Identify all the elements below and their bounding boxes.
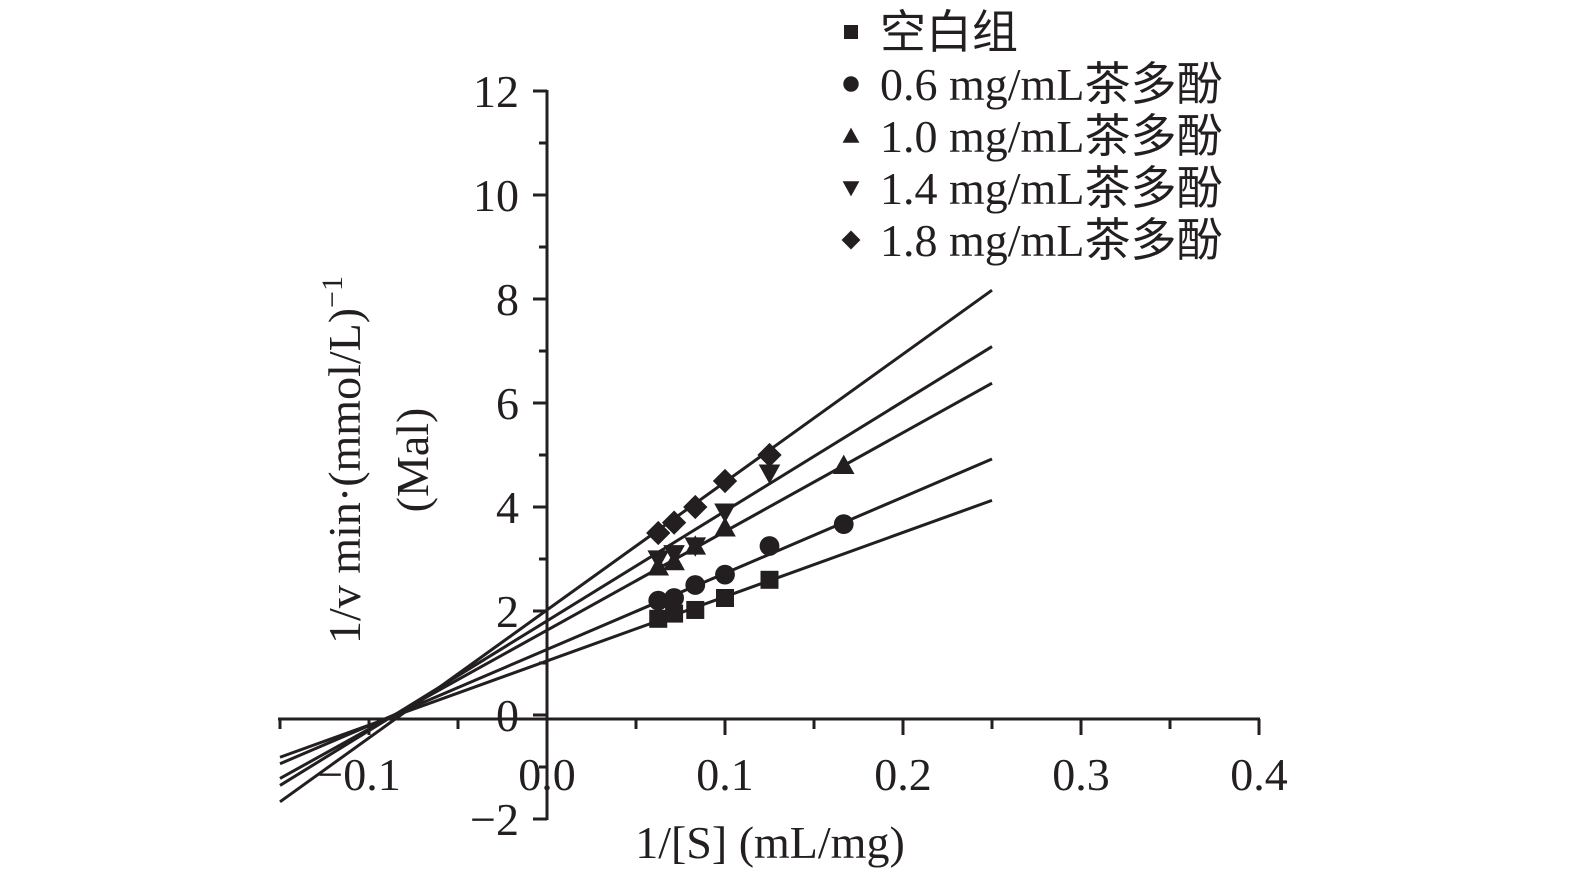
legend-marker-diamond	[841, 230, 861, 250]
data-point-diamond	[661, 510, 687, 535]
data-point-triangle-down	[758, 464, 781, 484]
data-point-diamond	[646, 520, 671, 546]
legend-label: 1.4 mg/mL茶多酚	[880, 163, 1222, 214]
legend-label: 1.0 mg/mL茶多酚	[880, 111, 1222, 162]
data-point-square	[649, 609, 668, 628]
data-point-triangle-down	[714, 503, 736, 523]
data-point-circle	[759, 536, 780, 556]
legend-item: 1.0 mg/mL茶多酚	[842, 111, 1222, 162]
fit-line	[279, 345, 993, 787]
data-point-triangle-down	[647, 550, 670, 570]
axes	[278, 89, 1261, 821]
y-tick-label: 0	[496, 690, 519, 741]
tick-labels: −0.1 0.0 0.1 0.2 0.3 0.4 −2 0 2 4 6 8 10 12	[317, 66, 1287, 845]
data-markers	[646, 442, 855, 628]
x-axis-title: 1/[S] (mL/mg)	[635, 817, 905, 868]
data-point-diamond	[683, 494, 708, 520]
x-tick-label: 0.4	[1230, 749, 1288, 800]
data-point-square	[686, 600, 705, 619]
y-tick-label: 8	[496, 274, 519, 325]
data-point-square	[760, 570, 779, 589]
legend-marker-triangle-down	[842, 181, 860, 197]
legend-item: 0.6 mg/mL茶多酚	[843, 59, 1222, 110]
x-tick-label: 0.2	[874, 749, 932, 800]
legend-marker-circle	[843, 76, 859, 92]
x-tick-label: 0.1	[696, 749, 754, 800]
legend-marker-square	[844, 25, 858, 39]
y-axis-title-line2: (Mal)	[387, 408, 438, 513]
legend-item: 1.8 mg/mL茶多酚	[841, 215, 1222, 266]
y-tick-label: 4	[496, 482, 519, 533]
fit-lines	[279, 288, 993, 804]
data-point-circle	[833, 514, 854, 535]
y-axis-title-sup: −1	[316, 276, 349, 308]
y-axis-title-main: 1/v min·(mmol/L)	[319, 308, 370, 644]
y-axis-title: 1/v min·(mmol/L)−1 (Mal)	[316, 276, 438, 644]
y-tick-label: 6	[496, 378, 519, 429]
x-tick-label: 0.0	[518, 749, 576, 800]
x-tick-label: −0.1	[317, 749, 400, 800]
legend-label: 0.6 mg/mL茶多酚	[880, 59, 1222, 110]
data-point-circle	[648, 590, 669, 611]
data-point-triangle-up	[832, 454, 855, 475]
legend-label: 空白组	[880, 7, 1018, 58]
data-point-diamond	[712, 468, 738, 494]
data-point-triangle-down	[684, 537, 707, 557]
data-point-diamond	[757, 442, 782, 468]
y-tick-label: 2	[496, 586, 519, 637]
data-point-triangle-down	[663, 545, 685, 565]
legend-marker-triangle-up	[842, 127, 860, 143]
data-point-square	[716, 589, 734, 607]
svg-text:1/v min·(mmol/L)−1: 1/v min·(mmol/L)−1	[316, 276, 370, 644]
data-point-triangle-up	[714, 517, 736, 537]
y-tick-label: 10	[473, 170, 519, 221]
legend-item: 1.4 mg/mL茶多酚	[842, 163, 1222, 214]
x-tick-label: 0.3	[1052, 749, 1110, 800]
fit-line	[279, 288, 993, 804]
legend-item: 空白组	[844, 7, 1018, 58]
data-point-circle	[664, 588, 684, 608]
y-tick-label: 12	[473, 66, 519, 117]
data-point-square	[665, 604, 684, 623]
legend-label: 1.8 mg/mL茶多酚	[880, 215, 1222, 266]
y-tick-label: −2	[470, 794, 519, 845]
data-point-circle	[715, 564, 735, 585]
data-point-circle	[685, 575, 706, 595]
